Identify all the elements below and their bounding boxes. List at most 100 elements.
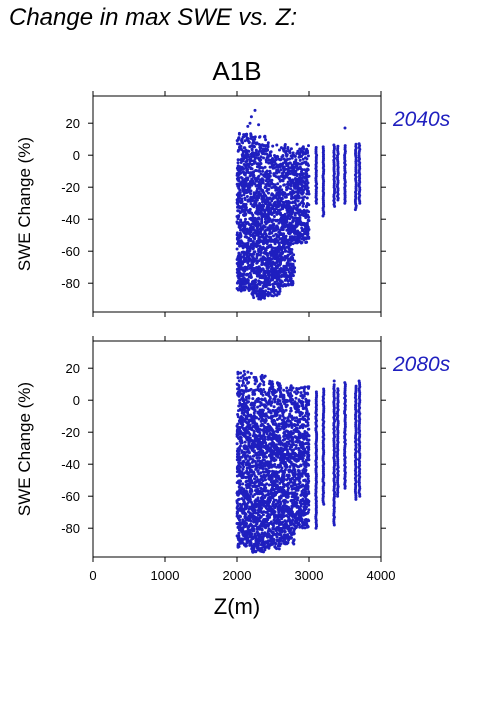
data-point: [251, 213, 255, 217]
data-point: [274, 451, 278, 455]
data-point: [270, 415, 274, 419]
data-point: [258, 157, 262, 161]
data-point: [237, 204, 241, 208]
data-point: [260, 379, 264, 382]
data-point: [237, 171, 241, 175]
data-point: [257, 259, 261, 263]
data-point: [307, 235, 311, 239]
data-point: [299, 221, 303, 225]
data-point: [260, 460, 264, 464]
data-point: [254, 219, 258, 223]
data-point: [300, 154, 303, 158]
data-point: [257, 513, 261, 517]
data-point: [256, 153, 260, 157]
data-point: [251, 392, 255, 396]
data-point: [239, 288, 243, 292]
data-point: [248, 542, 252, 546]
data-point: [285, 182, 289, 186]
data-point: [277, 286, 281, 289]
data-point: [251, 285, 255, 289]
data-point: [275, 203, 279, 207]
data-point: [235, 281, 239, 285]
data-point: [241, 227, 245, 231]
data-point: [263, 296, 266, 300]
data-point: [281, 220, 285, 224]
data-point: [239, 441, 243, 445]
data-point: [270, 428, 274, 432]
data-point: [284, 153, 288, 157]
data-point: [262, 174, 266, 178]
data-point: [242, 208, 246, 212]
data-point: [280, 172, 284, 175]
data-point: [273, 246, 277, 250]
data-point: [250, 474, 254, 478]
data-point: [275, 248, 279, 252]
data-point: [251, 280, 254, 284]
data-point: [243, 172, 247, 176]
data-point: [293, 154, 297, 158]
data-point: [265, 451, 268, 455]
data-point: [267, 269, 271, 273]
data-point: [266, 291, 270, 295]
scatter-points: [235, 369, 362, 554]
data-point: [283, 247, 287, 251]
data-point: [267, 187, 271, 191]
data-point: [241, 518, 245, 522]
data-point: [296, 204, 300, 208]
data-point: [300, 237, 304, 241]
data-point: [244, 256, 248, 260]
data-point: [269, 492, 273, 496]
data-point: [259, 474, 263, 478]
data-point: [256, 478, 260, 482]
data-point: [284, 149, 288, 153]
data-point: [264, 417, 268, 421]
data-point: [275, 547, 279, 551]
data-point: [245, 504, 249, 507]
data-point: [258, 283, 262, 286]
data-point: [239, 264, 243, 268]
data-point: [254, 511, 258, 515]
data-point: [282, 216, 286, 220]
data-point: [298, 147, 302, 151]
data-point: [236, 274, 240, 278]
data-point: [251, 151, 255, 155]
data-point: [259, 471, 263, 475]
data-point: [257, 237, 261, 241]
data-point: [271, 463, 275, 467]
data-point: [247, 155, 251, 159]
data-point: [236, 521, 240, 525]
data-point: [273, 226, 277, 230]
data-point: [294, 237, 298, 241]
data-point: [273, 282, 277, 286]
data-point: [258, 240, 262, 244]
data-point: [254, 437, 258, 441]
data-point: [237, 531, 241, 535]
data-point: [256, 518, 260, 522]
data-point: [282, 183, 286, 187]
y-axis-label: SWE Change (%): [15, 137, 34, 271]
data-point: [245, 195, 249, 198]
data-point: [298, 216, 302, 220]
data-point: [266, 197, 270, 201]
data-point: [270, 271, 274, 275]
data-point: [278, 148, 281, 152]
data-point: [267, 265, 271, 269]
data-point: [271, 504, 275, 508]
data-point: [271, 527, 275, 531]
data-point: [237, 167, 241, 171]
data-point: [274, 434, 277, 438]
data-point: [245, 266, 249, 269]
data-point: [274, 251, 278, 255]
data-point: [239, 165, 243, 169]
data-point: [289, 184, 293, 188]
data-point: [246, 241, 250, 245]
data-point: [269, 267, 273, 271]
data-point: [256, 225, 260, 229]
data-point: [307, 174, 311, 178]
data-point: [267, 392, 271, 395]
data-point: [264, 504, 268, 508]
chart-subtitle: A1B: [212, 56, 261, 86]
data-point: [272, 443, 276, 447]
data-point: [269, 209, 273, 213]
data-point: [295, 142, 299, 146]
